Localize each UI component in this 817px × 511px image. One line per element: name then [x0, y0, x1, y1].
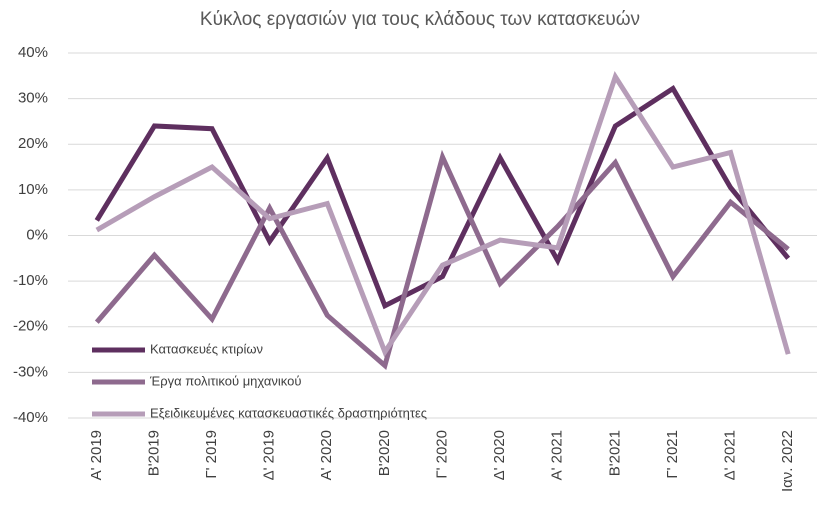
- y-tick-label: 40%: [18, 44, 48, 61]
- y-tick-label: 20%: [18, 135, 48, 152]
- x-tick-label: Ιαν. 2022: [779, 430, 796, 492]
- x-tick-label: Δ' 2021: [722, 430, 739, 480]
- x-tick-label: Γ' 2021: [664, 430, 681, 479]
- legend-label: Εξειδικευμένες κατασκευαστικές δραστηριό…: [150, 405, 427, 420]
- y-tick-label: 10%: [18, 181, 48, 198]
- x-tick-label: Α' 2019: [88, 430, 105, 480]
- y-tick-label: -30%: [13, 363, 48, 380]
- x-tick-label: Γ' 2020: [433, 430, 450, 479]
- legend-label: Κατασκευές κτιρίων: [150, 341, 263, 356]
- y-tick-label: 0%: [26, 226, 48, 243]
- y-tick-label: -20%: [13, 318, 48, 335]
- x-tick-label: Α' 2020: [318, 430, 335, 480]
- series-line: [94, 85, 791, 310]
- x-tick-label: Γ' 2019: [203, 430, 220, 479]
- y-tick-label: 30%: [18, 90, 48, 107]
- legend-label: Έργα πολιτικού μηχανικού: [149, 373, 301, 388]
- series-line: [95, 70, 791, 358]
- x-tick-label: Β'2021: [606, 430, 623, 476]
- x-tick-label: Δ' 2019: [261, 430, 278, 480]
- chart-title: Κύκλος εργασιών για τους κλάδους των κατ…: [200, 9, 640, 30]
- y-tick-label: -10%: [13, 272, 48, 289]
- x-tick-label: Α' 2021: [549, 430, 566, 480]
- x-tick-label: Β'2020: [376, 430, 393, 476]
- series-line: [94, 149, 790, 371]
- y-tick-label: -40%: [13, 409, 48, 426]
- x-tick-label: Β'2019: [145, 430, 162, 476]
- x-tick-label: Δ' 2020: [491, 430, 508, 480]
